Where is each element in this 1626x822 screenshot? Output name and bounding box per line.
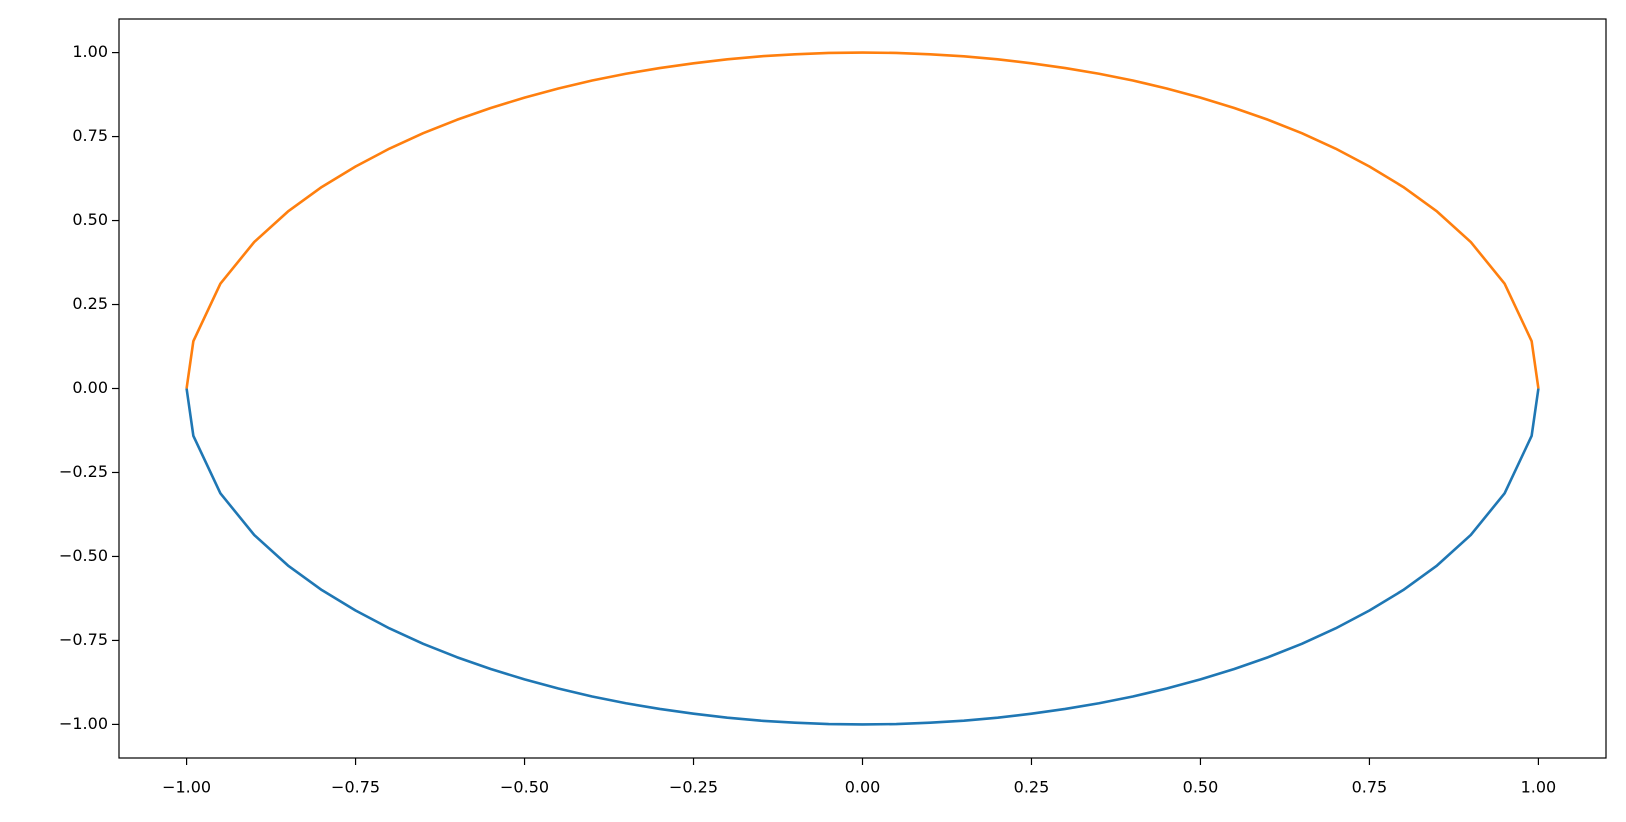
y-tick-label: −0.50 bbox=[59, 546, 108, 565]
y-tick-label: −0.25 bbox=[59, 462, 108, 481]
x-tick-label: −0.50 bbox=[500, 778, 549, 797]
x-tick-label: −1.00 bbox=[162, 778, 211, 797]
line bbox=[185, 388, 1540, 726]
line bbox=[185, 51, 1540, 389]
x-tick-label: 0.75 bbox=[1352, 778, 1388, 797]
plot-frame bbox=[118, 18, 1607, 759]
x-tick-label: 1.00 bbox=[1521, 778, 1557, 797]
x-tick-label: 0.25 bbox=[1014, 778, 1050, 797]
y-tick-label: −1.00 bbox=[59, 714, 108, 733]
y-tick-label: 1.00 bbox=[72, 42, 108, 61]
x-tick-label: −0.75 bbox=[331, 778, 380, 797]
y-tick-label: 0.25 bbox=[72, 294, 108, 313]
y-tick-label: 0.00 bbox=[72, 378, 108, 397]
x-tick-label: 0.50 bbox=[1183, 778, 1219, 797]
y-tick-label: 0.50 bbox=[72, 210, 108, 229]
x-tick-label: 0.00 bbox=[845, 778, 881, 797]
y-tick-label: −0.75 bbox=[59, 630, 108, 649]
y-tick-label: 0.75 bbox=[72, 126, 108, 145]
x-tick-label: −0.25 bbox=[669, 778, 718, 797]
